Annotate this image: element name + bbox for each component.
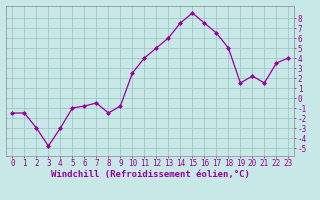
X-axis label: Windchill (Refroidissement éolien,°C): Windchill (Refroidissement éolien,°C) xyxy=(51,170,250,179)
